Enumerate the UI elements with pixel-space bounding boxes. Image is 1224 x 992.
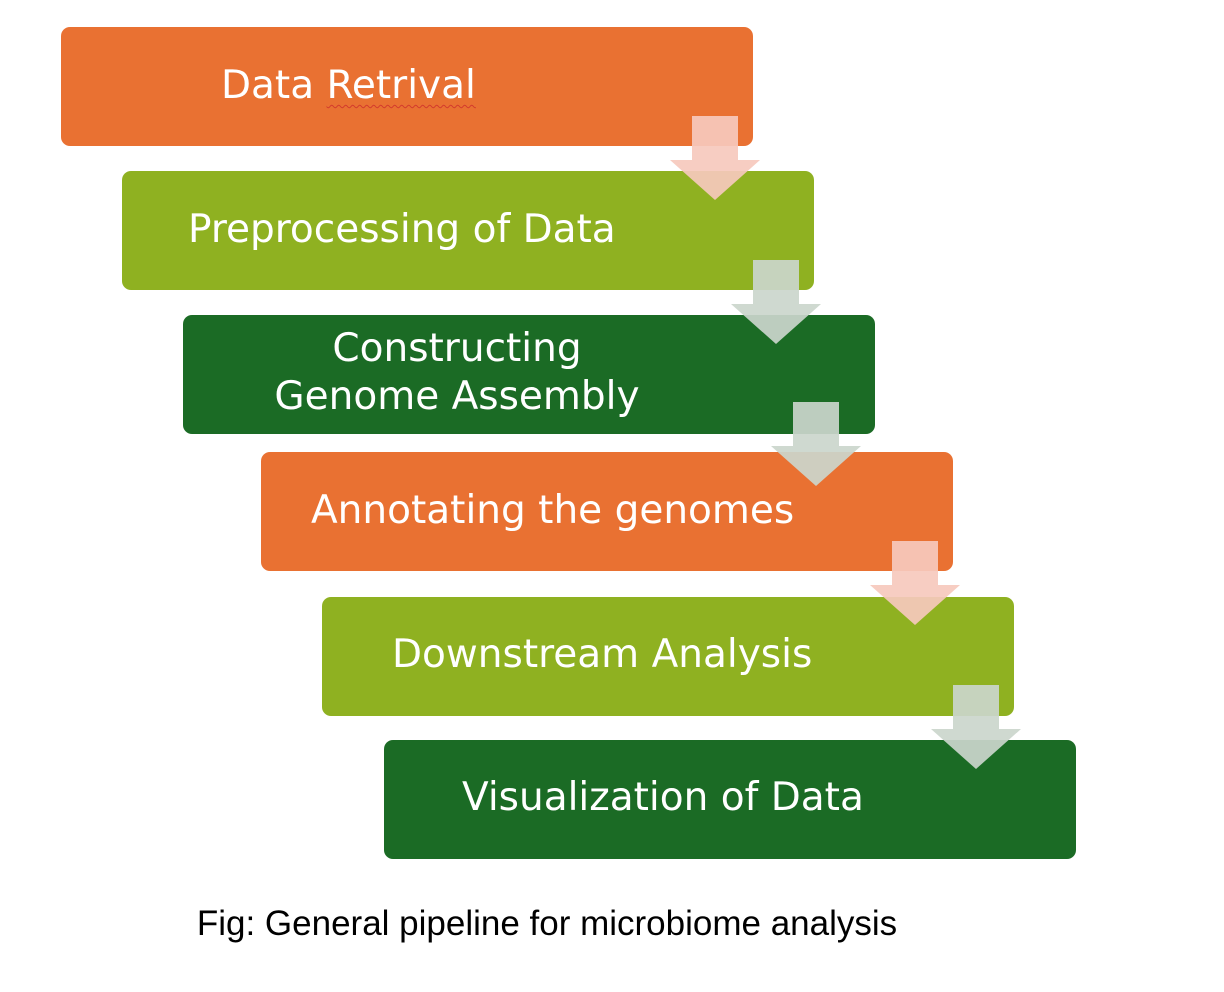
step-label: Visualization of Data: [462, 775, 864, 820]
step-preprocessing: Preprocessing of Data: [122, 171, 814, 290]
step-label: Data Retrival: [221, 62, 476, 110]
step-label: Constructing Genome Assembly: [274, 326, 640, 419]
down-arrow-icon: [870, 541, 960, 625]
step-label: Preprocessing of Data: [188, 207, 616, 252]
step-annotation: Annotating the genomes: [261, 452, 953, 571]
figure-caption: Fig: General pipeline for microbiome ana…: [196, 904, 898, 943]
step-downstream-analysis: Downstream Analysis: [322, 597, 1014, 716]
down-arrow-icon: [731, 260, 821, 344]
step-label-part: Data: [221, 63, 327, 108]
step-label: Annotating the genomes: [311, 488, 795, 533]
step-visualization: Visualization of Data: [384, 740, 1076, 859]
step-genome-assembly: Constructing Genome Assembly: [183, 315, 875, 434]
down-arrow-icon: [931, 685, 1021, 769]
step-data-retrieval: Data Retrival: [61, 27, 753, 146]
step-label: Downstream Analysis: [392, 632, 813, 677]
down-arrow-icon: [670, 116, 760, 200]
step-label-misspelled-word: Retrival: [326, 63, 476, 108]
down-arrow-icon: [771, 402, 861, 486]
